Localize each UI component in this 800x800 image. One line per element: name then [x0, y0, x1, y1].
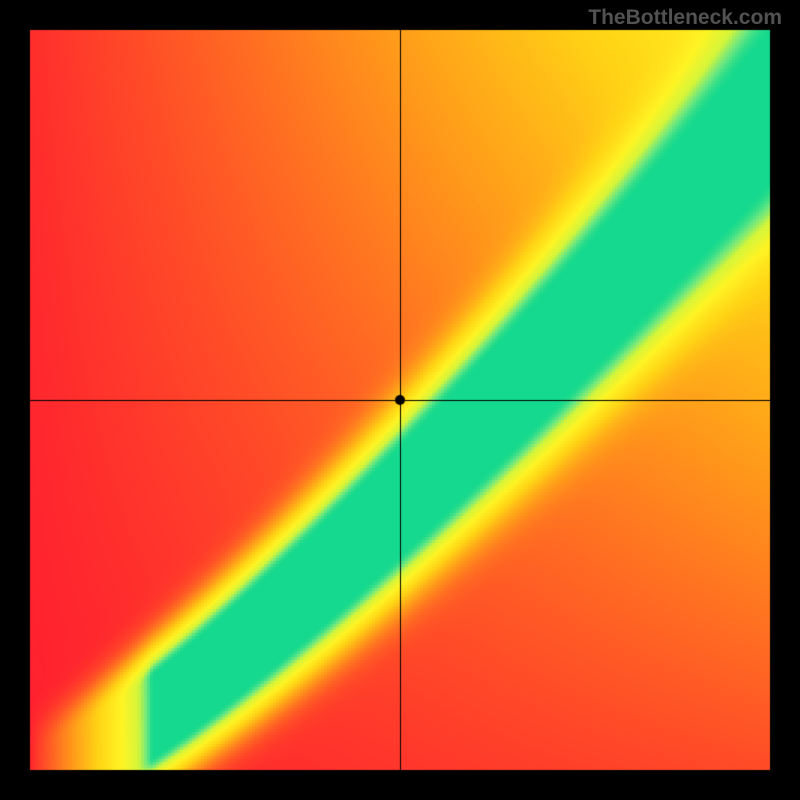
attribution-label: TheBottleneck.com	[588, 6, 782, 30]
heatmap-canvas	[0, 0, 800, 800]
chart-container: TheBottleneck.com	[0, 0, 800, 800]
